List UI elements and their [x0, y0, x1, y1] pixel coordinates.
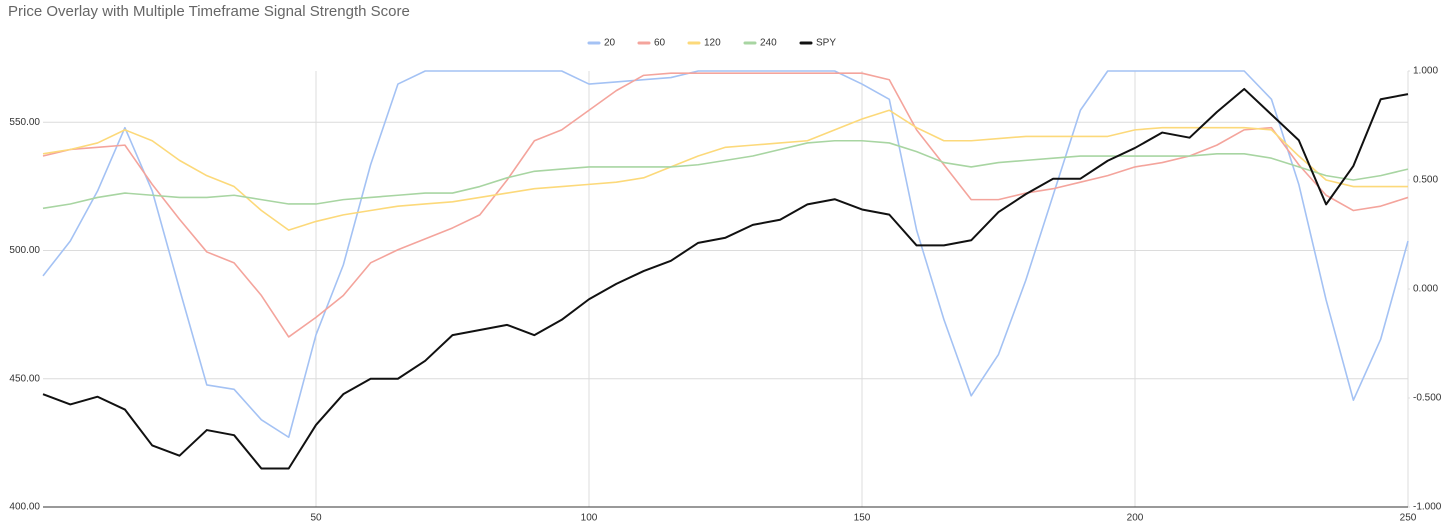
series-line [42, 139, 1409, 210]
series-line [42, 70, 1409, 439]
series-line [42, 72, 1409, 338]
y2-tick-label: 0.000 [1413, 284, 1438, 295]
legend-label: SPY [816, 38, 836, 49]
y-tick-label: 400.00 [9, 502, 40, 513]
x-tick-label: 150 [854, 513, 871, 524]
legend-label: 240 [760, 38, 777, 49]
legend-label: 20 [604, 38, 616, 49]
x-tick-label: 200 [1127, 513, 1144, 524]
legend-label: 120 [704, 38, 721, 49]
legend-label: 60 [654, 38, 666, 49]
series-line [42, 109, 1408, 231]
y-tick-label: 550.00 [9, 117, 40, 128]
y2-tick-label: 0.500 [1413, 175, 1438, 186]
x-tick-label: 50 [310, 513, 322, 524]
x-tick-label: 100 [581, 513, 598, 524]
chart-title: Price Overlay with Multiple Timeframe Si… [8, 3, 410, 20]
y2-tick-label: -1.000 [1413, 502, 1442, 513]
x-tick-label: 250 [1400, 513, 1417, 524]
y2-tick-label: -0.500 [1413, 393, 1442, 404]
y-tick-label: 450.00 [9, 373, 40, 384]
y2-tick-label: 1.000 [1413, 66, 1438, 77]
series-line [42, 87, 1409, 470]
y-tick-label: 500.00 [9, 245, 40, 256]
